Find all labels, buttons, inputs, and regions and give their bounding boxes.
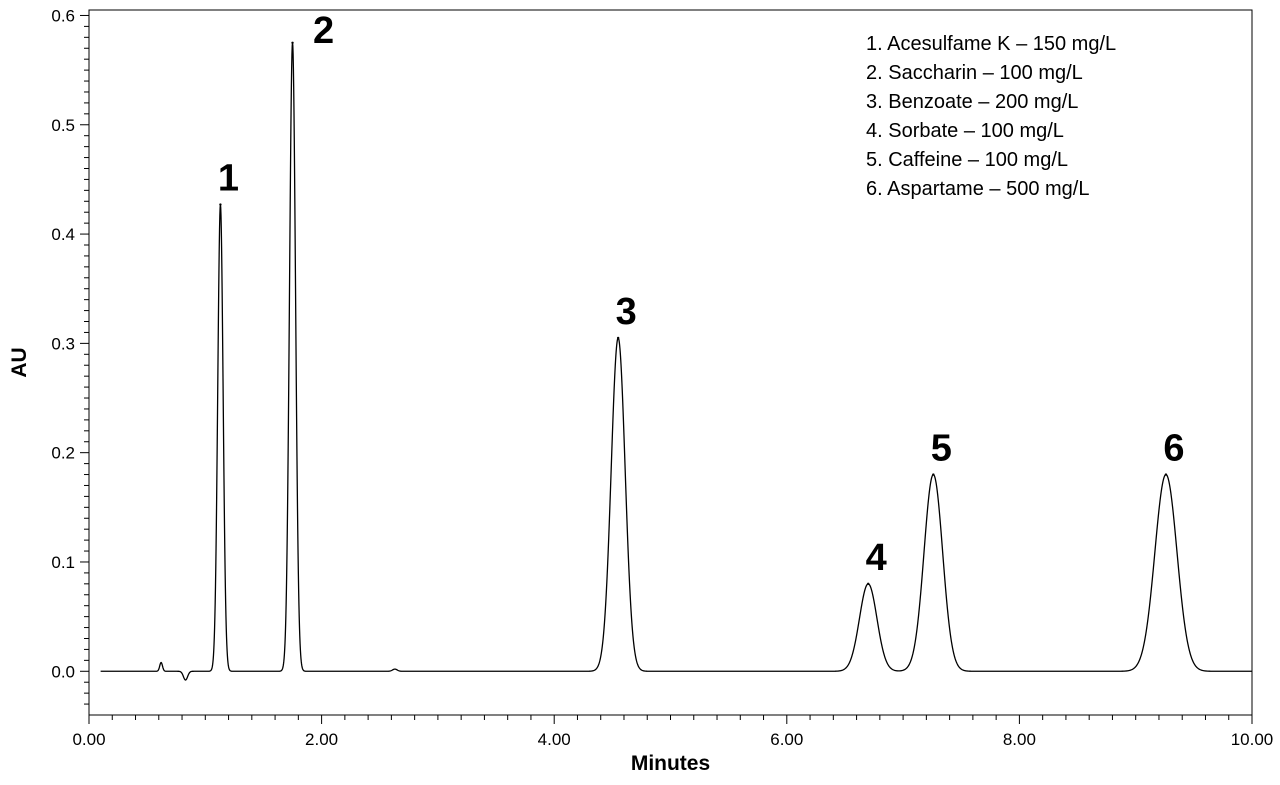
y-tick-label: 0.1 bbox=[51, 553, 75, 572]
legend-entry: 5. Caffeine – 100 mg/L bbox=[866, 149, 1068, 171]
peak-apex-5 bbox=[932, 473, 935, 476]
y-tick-label: 0.3 bbox=[51, 334, 75, 353]
legend-entry: 6. Aspartame – 500 mg/L bbox=[866, 178, 1089, 200]
y-tick-label: 0.4 bbox=[51, 225, 75, 244]
legend-entry: 3. Benzoate – 200 mg/L bbox=[866, 91, 1078, 113]
peak-label-5: 5 bbox=[931, 428, 952, 470]
peak-apex-3 bbox=[616, 336, 620, 340]
y-tick-label: 0.0 bbox=[51, 662, 75, 681]
x-tick-label: 8.00 bbox=[1003, 730, 1036, 749]
peak-label-3: 3 bbox=[616, 291, 637, 333]
peak-apex-2 bbox=[291, 41, 294, 44]
legend-entry: 1. Acesulfame K – 150 mg/L bbox=[866, 33, 1116, 55]
peak-apex-6 bbox=[1164, 473, 1168, 476]
peak-label-2: 2 bbox=[313, 10, 334, 52]
plot-frame bbox=[88, 9, 1253, 716]
y-tick-label: 0.2 bbox=[51, 444, 75, 463]
x-tick-label: 4.00 bbox=[538, 730, 571, 749]
legend-entry: 2. Saccharin – 100 mg/L bbox=[866, 62, 1083, 84]
peak-label-4: 4 bbox=[866, 537, 887, 579]
chromatogram-trace bbox=[100, 42, 1252, 681]
peak-apex-1 bbox=[219, 203, 222, 206]
x-tick-label: 2.00 bbox=[305, 730, 338, 749]
x-tick-label: 10.00 bbox=[1231, 730, 1274, 749]
peak-label-1: 1 bbox=[218, 158, 239, 200]
y-tick-label: 0.6 bbox=[51, 6, 75, 25]
x-tick-label: 6.00 bbox=[770, 730, 803, 749]
peak-apex-4 bbox=[867, 582, 870, 586]
x-axis-title: Minutes bbox=[631, 752, 710, 775]
x-tick-label: 0.00 bbox=[72, 730, 105, 749]
peak-label-6: 6 bbox=[1163, 428, 1184, 470]
legend-entry: 4. Sorbate – 100 mg/L bbox=[866, 120, 1064, 142]
y-axis-title: AU bbox=[8, 347, 31, 377]
y-tick-label: 0.5 bbox=[51, 116, 75, 135]
